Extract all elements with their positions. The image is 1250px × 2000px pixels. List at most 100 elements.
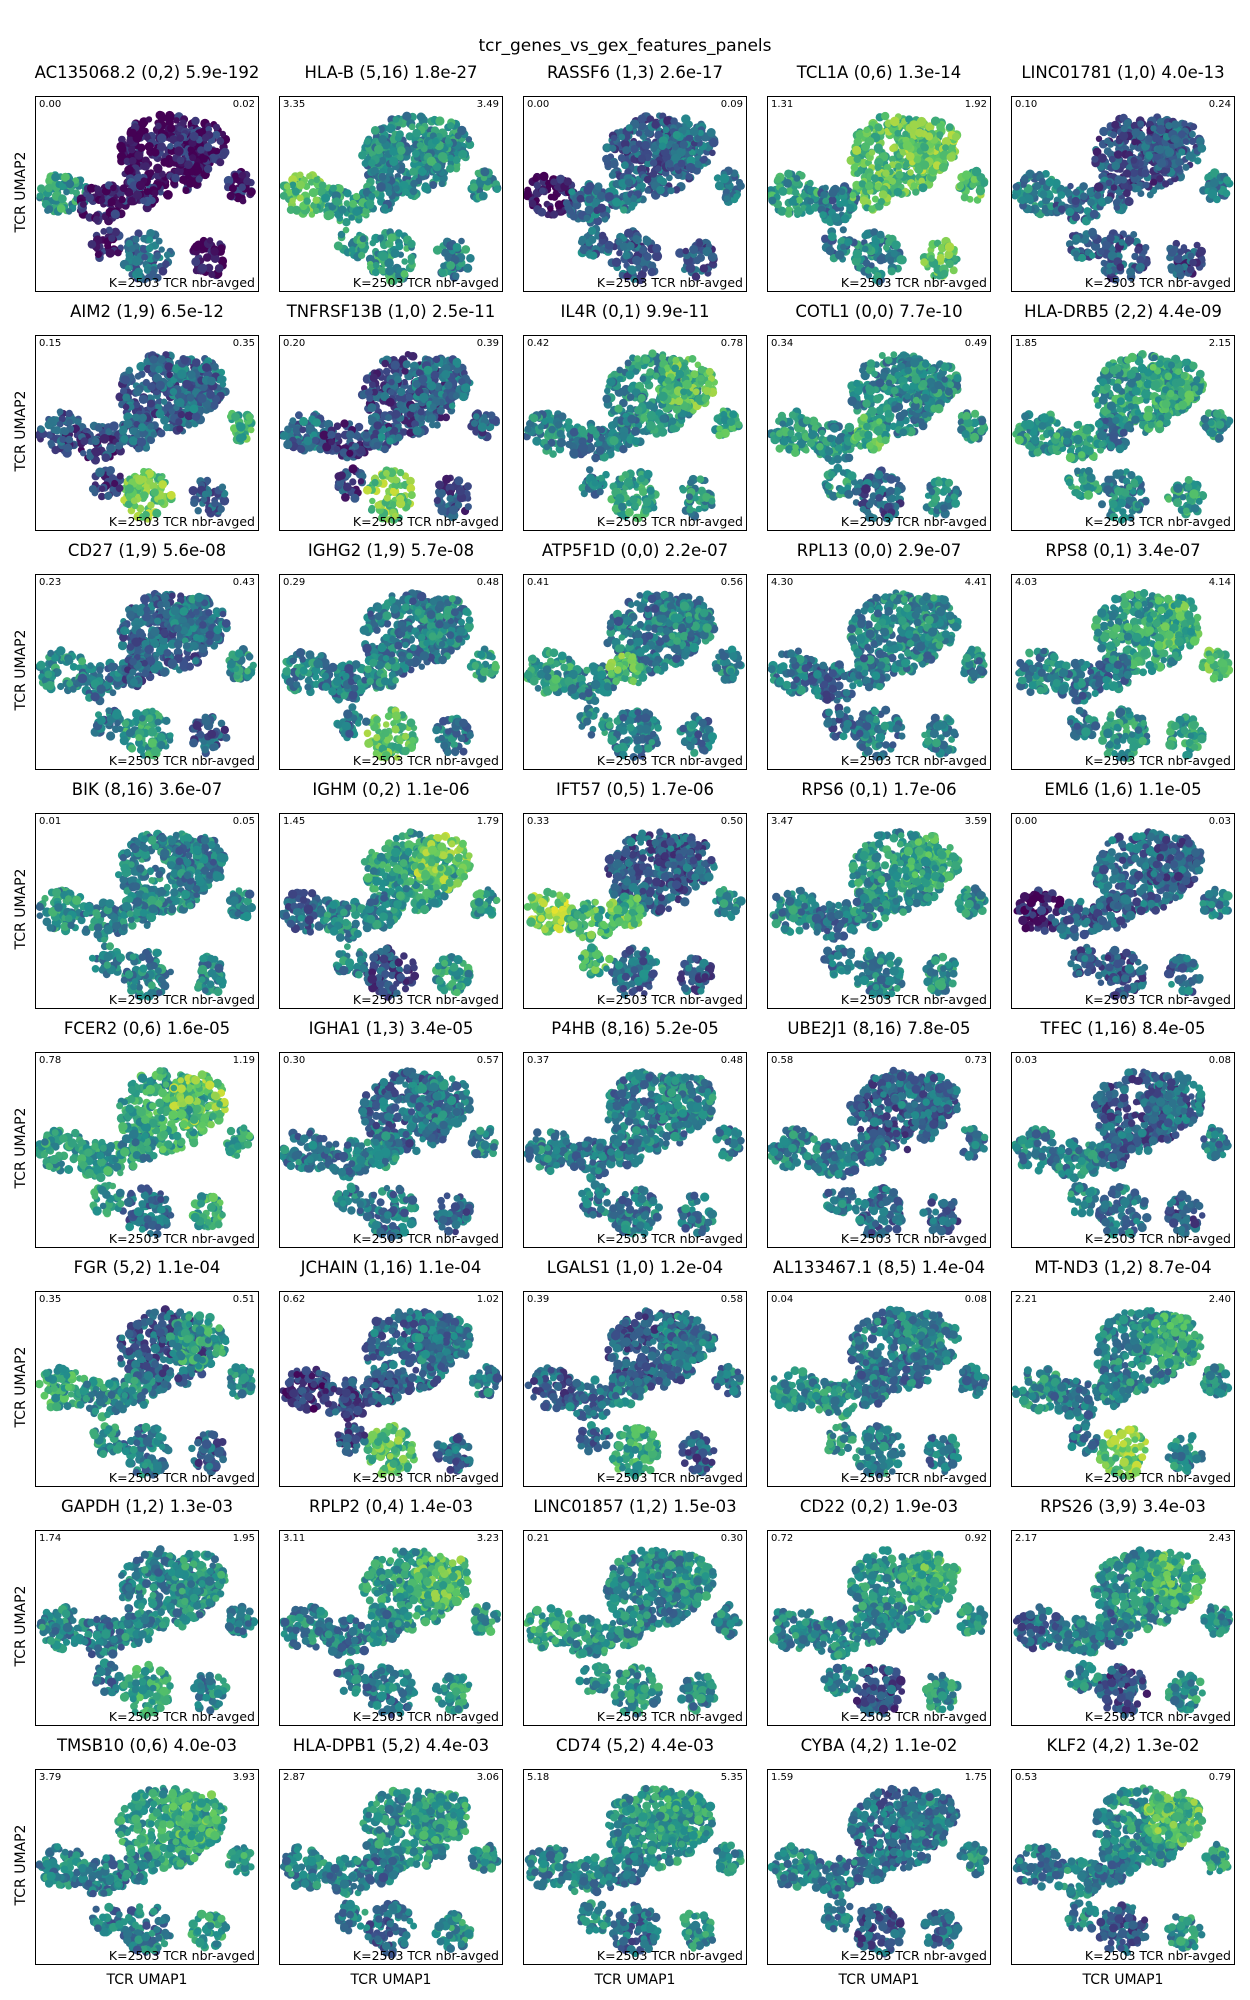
scatter-point xyxy=(584,205,594,215)
scatter-point xyxy=(1180,244,1188,251)
scatter-point xyxy=(1150,178,1158,186)
plot-area: 1.31 1.92 K=2503 TCR nbr-avged xyxy=(767,96,991,292)
scatter-point xyxy=(447,122,455,130)
scatter-point xyxy=(408,352,418,361)
scatter-point xyxy=(648,261,657,270)
scatter-point xyxy=(80,450,87,457)
panel-title: RASSF6 (1,3) 2.6e-17 xyxy=(493,63,777,82)
scatter-point xyxy=(378,251,389,261)
scatter-point xyxy=(1108,155,1116,163)
scatter-point xyxy=(686,156,696,166)
scatter-point xyxy=(147,169,155,176)
scatter-point xyxy=(370,126,380,135)
scatter-point xyxy=(99,434,110,444)
scatter-point xyxy=(646,115,655,124)
scatter-point xyxy=(58,194,67,204)
scatter-point xyxy=(920,258,929,266)
scatter-point xyxy=(134,445,142,453)
scatter-point xyxy=(609,144,617,152)
scatter-point xyxy=(846,155,856,165)
scatter-point xyxy=(887,257,895,265)
scatter-point xyxy=(352,192,361,201)
scatter-point xyxy=(936,122,945,132)
scatter-point xyxy=(784,169,793,179)
scatter-point xyxy=(388,379,395,386)
scatter-point xyxy=(868,205,876,213)
scatter-point xyxy=(426,156,436,166)
scatter-point xyxy=(1172,136,1180,144)
scatter-point xyxy=(1113,204,1121,211)
scatter-point xyxy=(960,193,969,202)
scatter-point xyxy=(1142,244,1150,252)
scatter-point xyxy=(318,181,327,190)
scatter-point xyxy=(175,418,183,426)
scatter-point xyxy=(909,120,919,130)
scatter-point xyxy=(696,240,704,247)
scatter-point xyxy=(654,165,662,172)
scatter-point xyxy=(193,162,201,170)
scatter-point xyxy=(412,128,421,138)
scatter-point xyxy=(774,175,782,184)
scatter-point xyxy=(116,152,127,162)
scatter-point xyxy=(163,251,171,259)
scatter-point xyxy=(1080,192,1088,201)
scatter-point xyxy=(120,435,129,443)
scatter-point xyxy=(140,491,149,500)
scatter-panel: TNFRSF13B (1,0) 2.5e-11 0.20 0.39 K=2503 TC… xyxy=(279,302,503,531)
scatter-point xyxy=(1142,181,1150,189)
scatter-point xyxy=(396,153,404,161)
scatter-point xyxy=(827,232,837,242)
scatter-point xyxy=(894,129,902,137)
scatter-point xyxy=(635,140,643,148)
scatter-point xyxy=(101,453,111,462)
scatter-point xyxy=(155,380,165,391)
scatter-point xyxy=(321,193,331,203)
scatter-point xyxy=(788,197,797,206)
scatter-point xyxy=(563,177,572,186)
scatter-point xyxy=(98,197,106,204)
scatter-point xyxy=(168,408,176,415)
scatter-point xyxy=(435,116,445,126)
scatter-point xyxy=(671,153,681,163)
scatter-cluster xyxy=(1141,115,1207,177)
scatter-point xyxy=(940,269,949,278)
scatter-point xyxy=(616,249,623,257)
scatter-point xyxy=(158,266,168,276)
scatter-point xyxy=(128,145,136,154)
scatter-point xyxy=(1167,248,1177,257)
scatter-point xyxy=(598,246,606,254)
scatter-point xyxy=(150,431,158,438)
scatter-point xyxy=(1044,190,1053,199)
scatter-point xyxy=(417,408,425,416)
scatter-point xyxy=(212,130,221,139)
scatter-point xyxy=(1156,124,1166,135)
scatter-point xyxy=(88,485,97,493)
scatter-point xyxy=(128,245,136,253)
scatter-point xyxy=(1123,189,1131,198)
scatter-point xyxy=(387,233,396,242)
scatter-point xyxy=(402,188,410,195)
scatter-point xyxy=(865,181,874,191)
scatter-point xyxy=(670,117,678,125)
scatter-point xyxy=(118,195,126,204)
scatter-point xyxy=(288,175,298,185)
scatter-cluster xyxy=(607,227,663,285)
scatter-point xyxy=(432,355,441,364)
scatter-point xyxy=(401,367,409,375)
scatter-point xyxy=(378,135,388,144)
scatter-point xyxy=(608,171,617,179)
plot-area: 0.00 0.02 K=2503 TCR nbr-avged xyxy=(35,96,259,292)
scatter-point xyxy=(189,154,197,162)
scatter-point xyxy=(647,267,656,277)
scatter-point xyxy=(524,186,532,194)
scatter-point xyxy=(1107,141,1114,148)
scatter-point xyxy=(873,143,883,153)
scatter-point xyxy=(138,423,147,432)
scatter-point xyxy=(689,245,699,254)
panel-title: TCL1A (0,6) 1.3e-14 xyxy=(737,63,1021,82)
scatter-point xyxy=(1052,178,1061,188)
scatter-point xyxy=(676,147,686,157)
scatter-point xyxy=(1038,178,1046,185)
scatter-point xyxy=(737,182,745,190)
scatter-point xyxy=(437,152,448,162)
